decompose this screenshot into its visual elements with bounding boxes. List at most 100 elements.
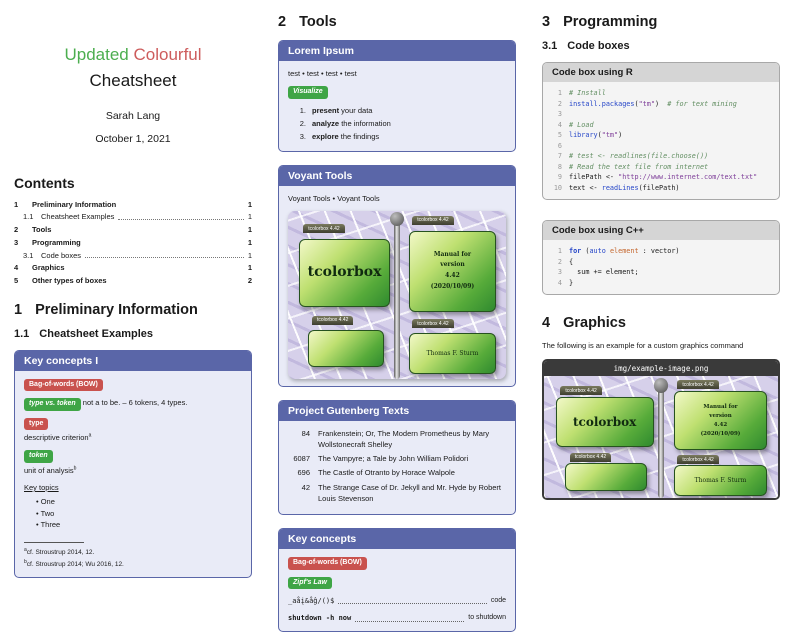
cpp-code-listing: 1 for (auto element : vector) 2{3 sum += e… <box>543 240 779 294</box>
line-number: 6 <box>557 141 562 150</box>
toc-label: Other types of boxes <box>32 276 107 286</box>
box-body: 84 Frankenstein; Or, The Modern Promethe… <box>279 421 515 515</box>
toc-entry-code-boxes[interactable]: 3.1 Code boxes 1 <box>14 251 252 261</box>
table-row: 6087 The Vampyre; a Tale by John William… <box>288 453 506 464</box>
toc-label: Programming <box>32 237 81 247</box>
toc-label: Preliminary Information <box>32 199 117 209</box>
toc-page: 1 <box>247 237 252 247</box>
key-topics-label: Key topics <box>24 483 59 492</box>
list-number: 2. <box>299 118 306 128</box>
line-number: 7 <box>557 152 562 161</box>
gutenberg-box: Project Gutenberg Texts 84 Frankenstein;… <box>278 399 516 516</box>
key-concepts-2-box: Key concepts Bag-of-words (BOW) Zipf's L… <box>278 528 516 632</box>
box-title: Lorem Ipsum <box>279 41 515 61</box>
box-version-tab: tcolorbox 4.42 <box>303 224 345 234</box>
toc-num: 1 <box>14 199 19 209</box>
box-title: Key concepts <box>279 529 515 550</box>
subsection-1-1-heading: 1.1 Cheatsheet Examples <box>14 328 252 340</box>
voyant-tools-box: Voyant Tools Voyant Tools • Voyant Tools… <box>278 165 516 387</box>
lorem-ipsum-box: Lorem Ipsum test • test • test • test Vi… <box>278 40 516 153</box>
visualize-badge: Visualize <box>288 86 328 99</box>
toc-page: 1 <box>247 225 252 235</box>
table-of-contents: 1 Preliminary Information 1 1.1 Cheatshe… <box>14 200 252 286</box>
line-number: 10 <box>553 183 562 192</box>
shutdown-leader-row: shutdown -h now to shutdown <box>288 613 506 624</box>
box-version-tab: tcolorbox 4.42 <box>311 315 354 325</box>
code-text: library("tm") <box>569 131 623 140</box>
toc-entry-cheatsheet-examples[interactable]: 1.1 Cheatsheet Examples 1 <box>14 212 252 222</box>
concept-bow: Bag-of-words (BOW) <box>24 378 242 392</box>
voyant-link[interactable]: Voyant Tools <box>288 194 331 204</box>
box-title: Key concepts I <box>15 350 251 371</box>
token-badge: token <box>24 450 53 463</box>
list-item: One <box>36 496 242 507</box>
toc-label: Cheatsheet Examples <box>41 212 115 222</box>
box-version-tab: tcolorbox 4.42 <box>677 455 719 465</box>
box-body: Bag-of-words (BOW) type vs. token not a … <box>15 371 251 577</box>
subsection-3-1-heading: 3.1 Code boxes <box>542 40 780 52</box>
toc-num: 1.1 <box>23 212 34 222</box>
footnote-b: bcf. Stroustrup 2014; Wu 2016, 12. <box>24 558 242 570</box>
section-4-heading: 4 Graphics <box>542 315 780 331</box>
code-line: 4} <box>551 278 771 289</box>
manual-line: 4.42 <box>713 421 728 428</box>
pole-graphic <box>393 214 401 379</box>
pole-knob-graphic <box>653 377 669 393</box>
author-box: Thomas F. Sturm <box>408 333 496 374</box>
book-id: 42 <box>301 482 310 492</box>
column-middle: 2 Tools Lorem Ipsum test • test • test •… <box>278 14 516 632</box>
section-number: 1 <box>14 301 23 318</box>
code-text: for (auto element : vector) <box>569 247 680 256</box>
toc-entry-programming[interactable]: 3 Programming 1 <box>14 238 252 248</box>
line-number: 4 <box>557 120 562 129</box>
key-topics-list: One Two Three <box>24 496 242 530</box>
list-text: present your data <box>312 105 372 116</box>
code-line: 8 # Read the text file from internet <box>551 162 771 173</box>
code-text: # test <- readlines(file.choose()) <box>569 152 709 161</box>
footnote-marker-a: a <box>88 432 92 439</box>
toc-entry-other-boxes[interactable]: 5 Other types of boxes 2 <box>14 276 252 286</box>
code-text: # Load <box>569 120 594 129</box>
manual-line: Manual for <box>433 250 472 258</box>
tcolorbox-label: tcolorbox <box>573 414 637 429</box>
empty-green-box <box>565 463 647 491</box>
line-number: 2 <box>557 99 562 108</box>
code-text <box>569 141 573 152</box>
line-number: 5 <box>557 131 562 140</box>
token-definition-text: unit of analysis <box>24 465 74 475</box>
list-keyword: explore <box>312 132 339 142</box>
toc-entry-preliminary-information[interactable]: 1 Preliminary Information 1 <box>14 200 252 210</box>
code-line: 6 <box>551 141 771 152</box>
title-word-updated: Updated <box>64 45 129 64</box>
section-3-heading: 3 Programming <box>542 14 780 30</box>
list-item: Two <box>36 508 242 519</box>
r-code-box: Code box using R 1 # Install 2 install.pack… <box>542 62 780 201</box>
leader-label: to shutdown <box>468 614 506 622</box>
code-line: 1 for (auto element : vector) <box>551 246 771 257</box>
box-title: Code box using C++ <box>543 221 779 241</box>
code-line: 3 <box>551 109 771 120</box>
type-token-text: not a to be. – 6 tokens, 4 types. <box>82 398 188 408</box>
book-title: Frankenstein; Or, The Modern Prometheus … <box>318 428 490 449</box>
author-box: Thomas F. Sturm <box>673 465 768 496</box>
toc-page: 1 <box>247 212 252 222</box>
contents-heading: Contents <box>14 174 75 191</box>
bullet-separator: • <box>332 194 336 204</box>
toc-entry-tools[interactable]: 2 Tools 1 <box>14 225 252 235</box>
code-text: filePath <- "http://www.internet.com/tex… <box>569 173 758 182</box>
toc-entry-graphics[interactable]: 4 Graphics 1 <box>14 263 252 273</box>
concept-bow: Bag-of-words (BOW) <box>288 556 506 570</box>
code-text: } <box>569 278 574 287</box>
toc-page: 1 <box>247 250 252 260</box>
token-definition: unit of analysisb <box>24 465 242 476</box>
section-title: Graphics <box>563 315 626 332</box>
code-text: # Install <box>569 89 606 97</box>
voyant-link[interactable]: Voyant Tools <box>337 194 380 204</box>
list-item: Three <box>36 519 242 530</box>
toc-dotted-leader <box>118 219 244 221</box>
test-bullet-line: test • test • test • test <box>288 69 357 78</box>
tcolorbox-main-box: tcolorbox <box>298 239 391 307</box>
code-leader-row: _aåį&åĝ/()$ code <box>288 596 506 607</box>
toc-num: 2 <box>14 225 19 235</box>
graphics-intro-text: The following is an example for a custom… <box>542 341 744 351</box>
